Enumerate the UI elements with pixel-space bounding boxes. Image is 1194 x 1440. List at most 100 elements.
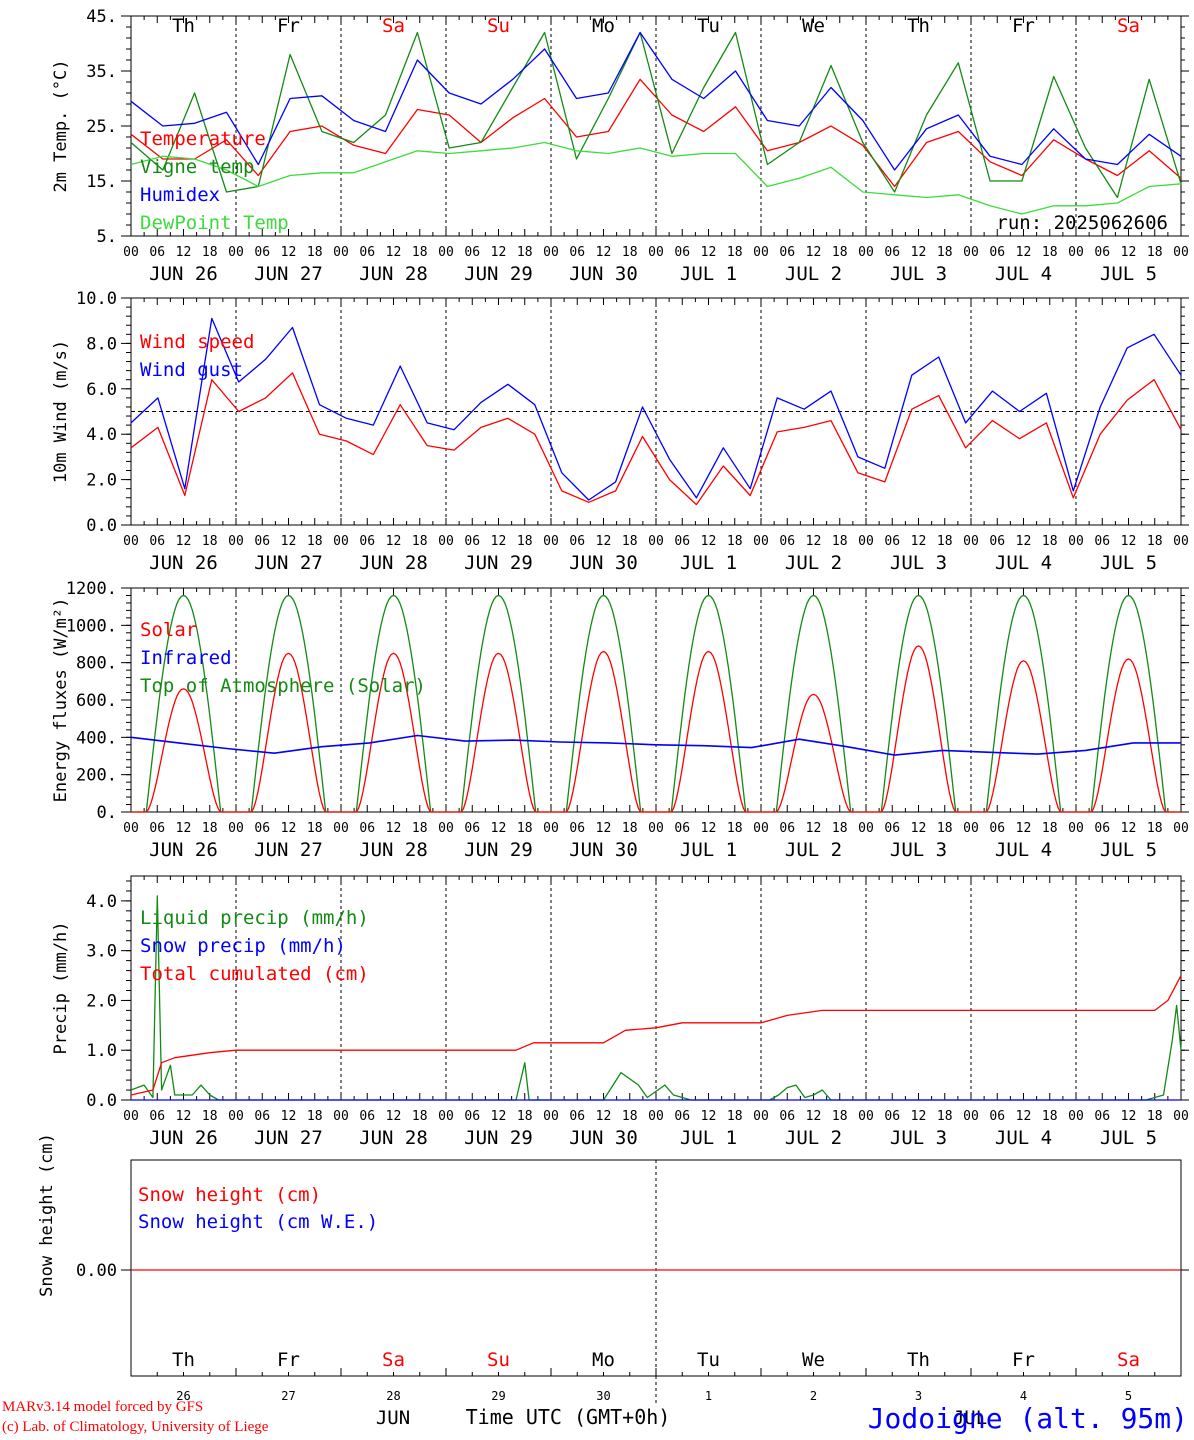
- legend-snow-height-cm-w-e: Snow height (cm W.E.): [138, 1211, 378, 1233]
- hour-tick-label: 06: [884, 245, 900, 260]
- hour-tick-label: 18: [727, 245, 743, 260]
- y-axis-label: 10m Wind (m/s): [51, 340, 71, 483]
- date-label: JUL 5: [1100, 839, 1157, 861]
- hour-tick-label: 18: [1147, 1109, 1163, 1124]
- y-tick-label: 0.0: [86, 1091, 117, 1111]
- date-label: JUN 28: [359, 263, 428, 285]
- hour-tick-label: 06: [464, 245, 480, 260]
- day-label: Su: [487, 15, 510, 37]
- y-tick-label: 2.0: [86, 471, 117, 491]
- hour-tick-label: 00: [648, 534, 664, 549]
- day-label: Sa: [1117, 15, 1140, 37]
- hour-tick-label: 18: [517, 821, 533, 836]
- month-label-jul: JUL: [953, 1407, 987, 1429]
- y-axis-label: Snow height (cm): [37, 1133, 57, 1297]
- hour-tick-label: 06: [254, 534, 270, 549]
- series-line-dewpoint-temp: [130, 141, 1182, 215]
- hour-tick-label: 12: [596, 534, 612, 549]
- legend-top-of-atmosphere-solar: Top of Atmosphere (Solar): [140, 675, 426, 697]
- hour-tick-label: 06: [989, 821, 1005, 836]
- hour-tick-label: 12: [701, 245, 717, 260]
- hour-tick-label: 12: [1121, 245, 1137, 260]
- legend-humidex: Humidex: [140, 184, 220, 206]
- hour-tick-label: 18: [832, 821, 848, 836]
- legend-infrared: Infrared: [140, 647, 232, 669]
- y-tick-label: 3.0: [86, 942, 117, 962]
- date-label: JUL 4: [995, 263, 1052, 285]
- hour-tick-label: 00: [543, 245, 559, 260]
- series-line-humidex: [130, 31, 1182, 171]
- date-label: JUL 4: [995, 552, 1052, 574]
- y-tick-label: 0.0: [86, 516, 117, 536]
- date-label: JUN 27: [254, 1127, 323, 1149]
- hour-tick-label: 00: [228, 1109, 244, 1124]
- hour-tick-label: 06: [1094, 245, 1110, 260]
- hour-tick-label: 00: [963, 245, 979, 260]
- series-line-infrared: [130, 734, 1181, 756]
- date-label: JUN 29: [464, 552, 533, 574]
- hour-tick-label: 00: [1068, 245, 1084, 260]
- hour-tick-label: 12: [806, 245, 822, 260]
- hour-tick-label: 00: [333, 1109, 349, 1124]
- date-label: JUL 5: [1100, 1127, 1157, 1149]
- hour-tick-label: 12: [701, 534, 717, 549]
- hour-tick-label: 00: [543, 534, 559, 549]
- y-tick-label: 0.: [97, 803, 117, 823]
- y-tick-label: 1.0: [86, 1041, 117, 1061]
- y-tick-label: 2.0: [86, 991, 117, 1011]
- hour-tick-label: 00: [858, 534, 874, 549]
- hour-tick-label: 12: [1016, 821, 1032, 836]
- hour-tick-label: 18: [412, 534, 428, 549]
- date-label: JUN 27: [254, 263, 323, 285]
- hour-tick-label: 00: [858, 821, 874, 836]
- hour-tick-label: 12: [491, 1109, 507, 1124]
- hour-tick-label: 00: [753, 245, 769, 260]
- hour-tick-label: 00: [438, 821, 454, 836]
- day-label: Tu: [697, 15, 720, 37]
- hour-tick-label: 12: [806, 534, 822, 549]
- hour-tick-label: 12: [491, 534, 507, 549]
- hour-tick-label: 12: [911, 534, 927, 549]
- hour-tick-label: 06: [359, 245, 375, 260]
- y-tick-label: 35.: [86, 62, 117, 82]
- hour-tick-label: 18: [832, 1109, 848, 1124]
- day-label: Th: [907, 15, 930, 37]
- hour-tick-label: 06: [1094, 1109, 1110, 1124]
- hour-tick-label: 06: [254, 821, 270, 836]
- series-line-liquid-precip-mm-h-: [130, 895, 1182, 1101]
- day-label: Fr: [277, 15, 300, 37]
- hour-tick-label: 18: [202, 245, 218, 260]
- month-label-jun: JUN: [376, 1407, 410, 1429]
- hour-tick-label: 00: [858, 245, 874, 260]
- hour-tick-label: 06: [989, 1109, 1005, 1124]
- hour-tick-label: 06: [884, 821, 900, 836]
- run-annotation: run: 2025062606: [996, 212, 1168, 234]
- day-label: Mo: [592, 15, 615, 37]
- date-label: JUN 27: [254, 552, 323, 574]
- series-line-wind-gust: [130, 317, 1182, 501]
- hour-tick-label: 18: [1042, 534, 1058, 549]
- hour-tick-label: 00: [333, 821, 349, 836]
- hour-tick-label: 00: [1173, 1109, 1189, 1124]
- date-label: JUL 3: [890, 263, 947, 285]
- date-label: JUL 5: [1100, 552, 1157, 574]
- hour-tick-label: 06: [569, 1109, 585, 1124]
- date-number: 26: [176, 1389, 190, 1403]
- date-label: JUN 28: [359, 1127, 428, 1149]
- legend-wind-speed: Wind speed: [140, 331, 254, 353]
- hour-tick-label: 12: [911, 245, 927, 260]
- hour-tick-label: 06: [254, 1109, 270, 1124]
- day-label: Sa: [382, 15, 405, 37]
- hour-tick-label: 06: [674, 245, 690, 260]
- series-line-wind-speed: [130, 372, 1182, 506]
- date-label: JUL 1: [680, 839, 737, 861]
- y-tick-label: 0.00: [76, 1261, 117, 1281]
- hour-tick-label: 06: [464, 1109, 480, 1124]
- hour-tick-label: 18: [517, 245, 533, 260]
- hour-tick-label: 12: [911, 1109, 927, 1124]
- hour-tick-label: 00: [123, 1109, 139, 1124]
- hour-tick-label: 12: [596, 245, 612, 260]
- hour-tick-label: 12: [386, 245, 402, 260]
- hour-tick-label: 12: [386, 534, 402, 549]
- day-label: Mo: [592, 1349, 615, 1371]
